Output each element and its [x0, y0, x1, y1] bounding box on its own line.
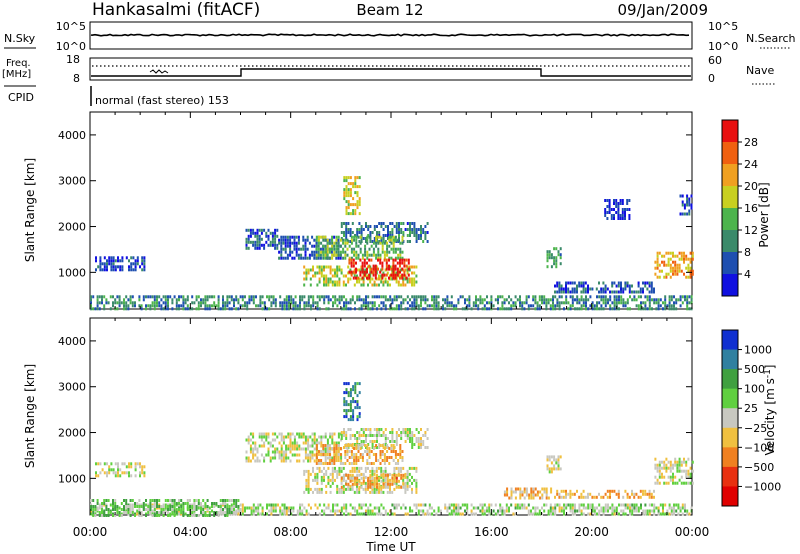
freq-label: Freq. — [6, 58, 31, 69]
velocity-colorbar: 1000 500 100 25 −25 −100 −500 −1000 — [721, 329, 781, 507]
velocity-colorbar-segment — [722, 408, 738, 429]
velocity-ytick-label: 2000 — [58, 427, 86, 440]
velocity-ytick-label: 3000 — [58, 381, 86, 394]
nsky-panel — [89, 21, 693, 50]
nsky-line — [90, 33, 690, 37]
nsearch-tick-bottom: 10^0 — [708, 40, 738, 53]
time-tick-label: 00:00 — [675, 525, 710, 539]
power-colorbar-segment — [722, 252, 738, 275]
velocity-panel: 1000 2000 3000 4000 Slant Range [km] 1000 50… — [23, 317, 781, 517]
nave-tick-top: 60 — [708, 54, 722, 67]
power-colorbar-segment — [722, 230, 738, 253]
beam-title: Beam 12 — [356, 1, 423, 19]
freq-tick-bottom: 8 — [73, 72, 80, 85]
freq-unit: [MHz] — [2, 69, 31, 80]
time-tick-label: 08:00 — [273, 525, 308, 539]
power-ytick-label: 1000 — [58, 266, 86, 279]
velocity-colorbar-segment — [722, 330, 738, 351]
velocity-colorbar-label: Velocity [m s-1] — [763, 365, 777, 456]
power-colorbar-tick: 16 — [744, 202, 758, 215]
time-axis: 00:00 04:00 08:00 12:00 16:00 20:00 00:00 — [73, 525, 710, 539]
velocity-colorbar-tick: 1000 — [744, 344, 772, 357]
time-tick-label: 04:00 — [173, 525, 208, 539]
power-panel: 1000 2000 3000 4000 Slant Range [km] 4 8 12 16… — [23, 111, 771, 311]
velocity-ytick-label: 1000 — [58, 472, 86, 485]
station-title: Hankasalmi (fitACF) — [92, 0, 260, 20]
power-colorbar-tick: 20 — [744, 180, 758, 193]
velocity-colorbar-segment — [722, 447, 738, 468]
power-colorbar-tick: 12 — [744, 224, 758, 237]
time-axis-label: Time UT — [365, 540, 416, 554]
power-colorbar-segment — [722, 208, 738, 231]
velocity-colorbar-segment — [722, 349, 738, 370]
power-colorbar-segment — [722, 142, 738, 165]
power-colorbar-segment — [722, 186, 738, 209]
velocity-colorbar-tick: −25 — [744, 422, 767, 435]
power-ylabel: Slant Range [km] — [23, 158, 37, 262]
velocity-colorbar-tick: 25 — [744, 402, 758, 415]
velocity-colorbar-tick: −100 — [744, 441, 774, 454]
power-colorbar-label: Power [dB] — [757, 182, 771, 247]
velocity-colorbar-segment — [722, 388, 738, 409]
power-ytick-label: 3000 — [58, 175, 86, 188]
velocity-ylabel: Slant Range [km] — [23, 364, 37, 468]
cpid-label: CPID — [8, 91, 34, 104]
power-ytick-label: 4000 — [58, 129, 86, 142]
velocity-colorbar-tick: −500 — [744, 461, 774, 474]
freq-tick-top: 18 — [66, 53, 80, 66]
power-colorbar-tick: 24 — [744, 158, 758, 171]
velocity-colorbar-segment — [722, 466, 738, 487]
power-colorbar: 4 8 12 16 20 24 28 — [721, 119, 758, 297]
nave-label: Nave — [746, 64, 774, 77]
nsky-tick-top: 10^5 — [56, 20, 86, 33]
velocity-colorbar-tick: −1000 — [744, 480, 781, 493]
velocity-ytick-label: 4000 — [58, 335, 86, 348]
nsearch-tick-top: 10^5 — [708, 20, 738, 33]
velocity-colorbar-tick: 500 — [744, 363, 765, 376]
freq-step-line — [91, 68, 691, 77]
power-colorbar-segment — [722, 274, 738, 297]
cpid-text: normal (fast stereo) 153 — [95, 94, 229, 107]
power-colorbar-tick: 8 — [744, 246, 751, 259]
time-tick-label: 20:00 — [574, 525, 609, 539]
nave-tick-bottom: 0 — [708, 72, 715, 85]
power-axes: 1000 2000 3000 4000 — [58, 112, 693, 309]
velocity-colorbar-segment — [722, 486, 738, 507]
velocity-axes: 1000 2000 3000 4000 — [58, 318, 693, 515]
time-tick-label: 12:00 — [374, 525, 409, 539]
velocity-colorbar-tick: 100 — [744, 383, 765, 396]
date-title: 09/Jan/2009 — [618, 1, 709, 19]
freq-noise — [149, 69, 169, 74]
power-colorbar-segment — [722, 164, 738, 187]
power-colorbar-tick: 28 — [744, 136, 758, 149]
nsky-tick-bottom: 10^0 — [56, 40, 86, 53]
time-tick-label: 00:00 — [73, 525, 108, 539]
time-tick-label: 16:00 — [474, 525, 509, 539]
power-data — [90, 176, 694, 311]
power-ytick-label: 2000 — [58, 221, 86, 234]
power-colorbar-segment — [722, 120, 738, 143]
velocity-data — [90, 382, 694, 517]
nsky-label: N.Sky — [4, 32, 36, 45]
velocity-colorbar-segment — [722, 427, 738, 448]
freq-panel — [89, 57, 693, 81]
power-colorbar-tick: 4 — [744, 268, 751, 281]
nsearch-label: N.Search — [746, 32, 796, 45]
velocity-colorbar-segment — [722, 369, 738, 390]
